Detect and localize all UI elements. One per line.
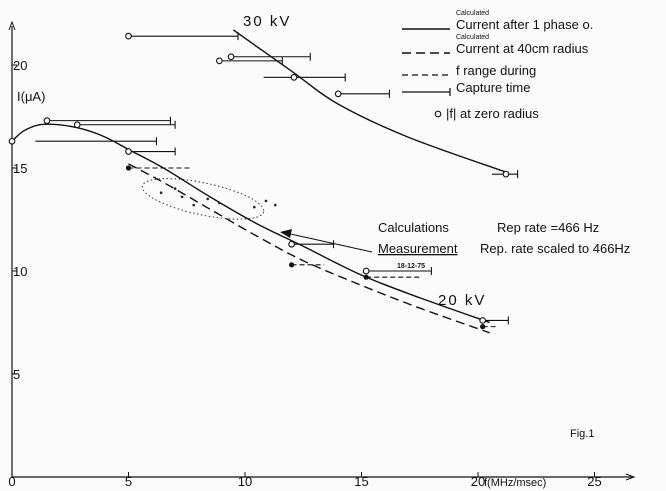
measurement-point-4 bbox=[218, 201, 221, 205]
measurement-point-0 bbox=[159, 191, 163, 195]
x-tick-label-0: 0 bbox=[8, 474, 15, 489]
filled-marker-0 bbox=[125, 165, 132, 171]
measurement-point-7 bbox=[273, 203, 277, 207]
x-tick-label-4: 20 bbox=[471, 474, 485, 489]
open-marker-12 bbox=[502, 170, 510, 178]
open-marker-3 bbox=[125, 148, 132, 155]
calculations-label: Calculations bbox=[378, 220, 449, 235]
label-20kv: 20 kV bbox=[438, 292, 486, 309]
measurement-point-1 bbox=[173, 187, 177, 190]
open-marker-6 bbox=[479, 317, 487, 324]
measurement-date: 18-12-75 bbox=[397, 263, 425, 270]
legend-super-1: Calculated bbox=[456, 34, 489, 41]
bars-layer bbox=[35, 32, 519, 328]
legend-label-1: Current at 40cm radius bbox=[456, 41, 589, 56]
curve-calc_20kv_peak bbox=[11, 123, 490, 324]
x-tick-label-2: 10 bbox=[238, 474, 252, 489]
legend-super-0: Calculated bbox=[456, 10, 489, 17]
measurement-label: Measurement bbox=[378, 241, 458, 256]
annotation-layer: 30 kV 20 kV Calculations Rep rate =466 H… bbox=[17, 13, 630, 489]
legend-swatch-4 bbox=[434, 110, 442, 118]
open-marker-10 bbox=[290, 74, 298, 81]
y-tick-label-3: 20 bbox=[13, 58, 27, 73]
measurement-arrow-line bbox=[285, 232, 373, 253]
filled-marker-1 bbox=[289, 262, 295, 268]
measurement-point-8 bbox=[192, 203, 196, 207]
axes-layer: 0 5 10 15 20 25 5 10 15 20 bbox=[8, 20, 636, 489]
open-marker-1 bbox=[43, 117, 51, 124]
curves-layer bbox=[11, 29, 507, 334]
y-axis-arrow bbox=[8, 20, 16, 31]
measurement-arrow-head bbox=[280, 229, 292, 238]
calculations-rate: Rep rate =466 Hz bbox=[497, 220, 599, 235]
legend-label-2: f range during bbox=[456, 63, 536, 78]
measurement-region-outline bbox=[141, 178, 265, 220]
legend-label-0: Current after 1 phase o. bbox=[456, 17, 593, 32]
legend-label-4: |f| at zero radius bbox=[446, 106, 539, 121]
y-tick-label-0: 5 bbox=[13, 367, 20, 382]
open-marker-2 bbox=[73, 121, 81, 129]
measurement-point-5 bbox=[253, 205, 256, 209]
figure-label: Fig.1 bbox=[570, 428, 594, 440]
markers-layer bbox=[8, 32, 510, 330]
open-marker-8 bbox=[216, 57, 223, 65]
measurement-point-2 bbox=[180, 195, 184, 199]
measurement-rate: Rep. rate scaled to 466Hz bbox=[480, 241, 630, 256]
x-tick-label-3: 15 bbox=[354, 474, 368, 489]
label-30kv: 30 kV bbox=[243, 13, 291, 30]
open-marker-11 bbox=[334, 90, 342, 98]
x-axis-label: f(MHz/msec) bbox=[484, 477, 546, 489]
filled-marker-3 bbox=[480, 324, 486, 330]
x-tick-label-5: 25 bbox=[587, 474, 601, 489]
y-tick-label-1: 10 bbox=[13, 264, 27, 279]
measurement-point-6 bbox=[264, 199, 268, 203]
open-marker-9 bbox=[227, 53, 235, 61]
legend-label-3: Capture time bbox=[456, 80, 530, 95]
x-tick-label-1: 5 bbox=[125, 474, 132, 489]
measurement-point-3 bbox=[206, 197, 210, 201]
curve-calc_20kv_40cm bbox=[128, 163, 490, 334]
x-axis-arrow bbox=[625, 473, 636, 481]
open-marker-5 bbox=[362, 267, 370, 275]
curve-calc_30kv bbox=[232, 29, 507, 173]
y-axis-label: I(μA) bbox=[17, 89, 45, 104]
filled-marker-2 bbox=[363, 274, 369, 280]
open-marker-7 bbox=[125, 32, 132, 40]
y-tick-label-2: 15 bbox=[13, 161, 27, 176]
open-marker-4 bbox=[288, 240, 295, 248]
open-marker-0 bbox=[8, 137, 16, 145]
